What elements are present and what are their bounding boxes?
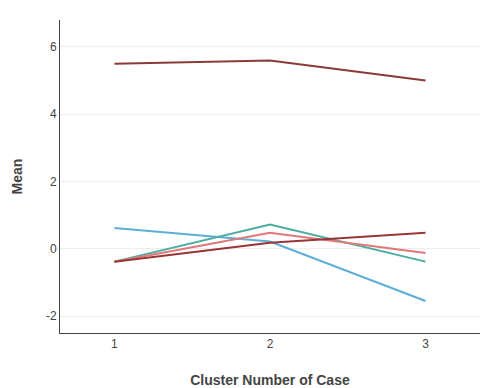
svg-text:0: 0: [50, 242, 57, 256]
svg-text:-2: -2: [46, 309, 57, 323]
svg-text:2: 2: [50, 175, 57, 189]
svg-text:Mean: Mean: [9, 159, 25, 195]
svg-text:Cluster Number of Case: Cluster Number of Case: [190, 372, 350, 388]
svg-text:4: 4: [50, 107, 57, 121]
svg-text:2: 2: [267, 337, 274, 351]
svg-text:3: 3: [422, 337, 429, 351]
svg-text:6: 6: [50, 40, 57, 54]
svg-text:1: 1: [111, 337, 118, 351]
